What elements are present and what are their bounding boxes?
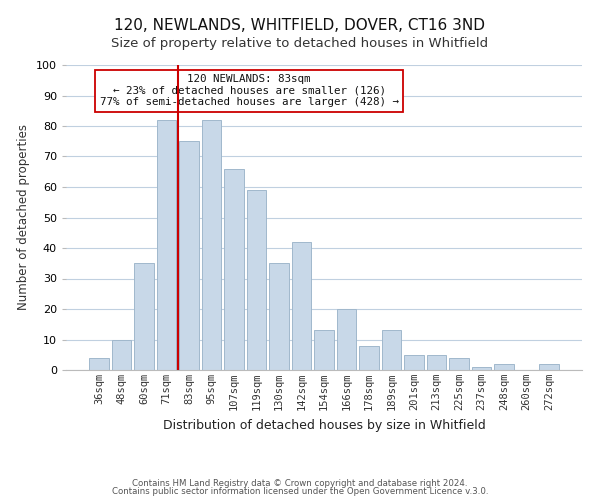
Text: Size of property relative to detached houses in Whitfield: Size of property relative to detached ho…: [112, 38, 488, 51]
Y-axis label: Number of detached properties: Number of detached properties: [17, 124, 31, 310]
Bar: [112, 340, 131, 370]
Bar: [179, 141, 199, 370]
Bar: [404, 355, 424, 370]
Text: 120, NEWLANDS, WHITFIELD, DOVER, CT16 3ND: 120, NEWLANDS, WHITFIELD, DOVER, CT16 3N…: [115, 18, 485, 32]
Bar: [269, 263, 289, 370]
Bar: [202, 120, 221, 370]
Bar: [134, 263, 154, 370]
Text: Contains HM Land Registry data © Crown copyright and database right 2024.: Contains HM Land Registry data © Crown c…: [132, 478, 468, 488]
Bar: [89, 358, 109, 370]
Bar: [539, 364, 559, 370]
Bar: [472, 367, 491, 370]
Bar: [359, 346, 379, 370]
Bar: [224, 168, 244, 370]
Bar: [427, 355, 446, 370]
Bar: [157, 120, 176, 370]
Bar: [292, 242, 311, 370]
Text: Contains public sector information licensed under the Open Government Licence v.: Contains public sector information licen…: [112, 487, 488, 496]
Bar: [337, 309, 356, 370]
Bar: [449, 358, 469, 370]
Bar: [382, 330, 401, 370]
Bar: [247, 190, 266, 370]
Bar: [314, 330, 334, 370]
X-axis label: Distribution of detached houses by size in Whitfield: Distribution of detached houses by size …: [163, 418, 485, 432]
Bar: [494, 364, 514, 370]
Text: 120 NEWLANDS: 83sqm
← 23% of detached houses are smaller (126)
77% of semi-detac: 120 NEWLANDS: 83sqm ← 23% of detached ho…: [100, 74, 398, 108]
